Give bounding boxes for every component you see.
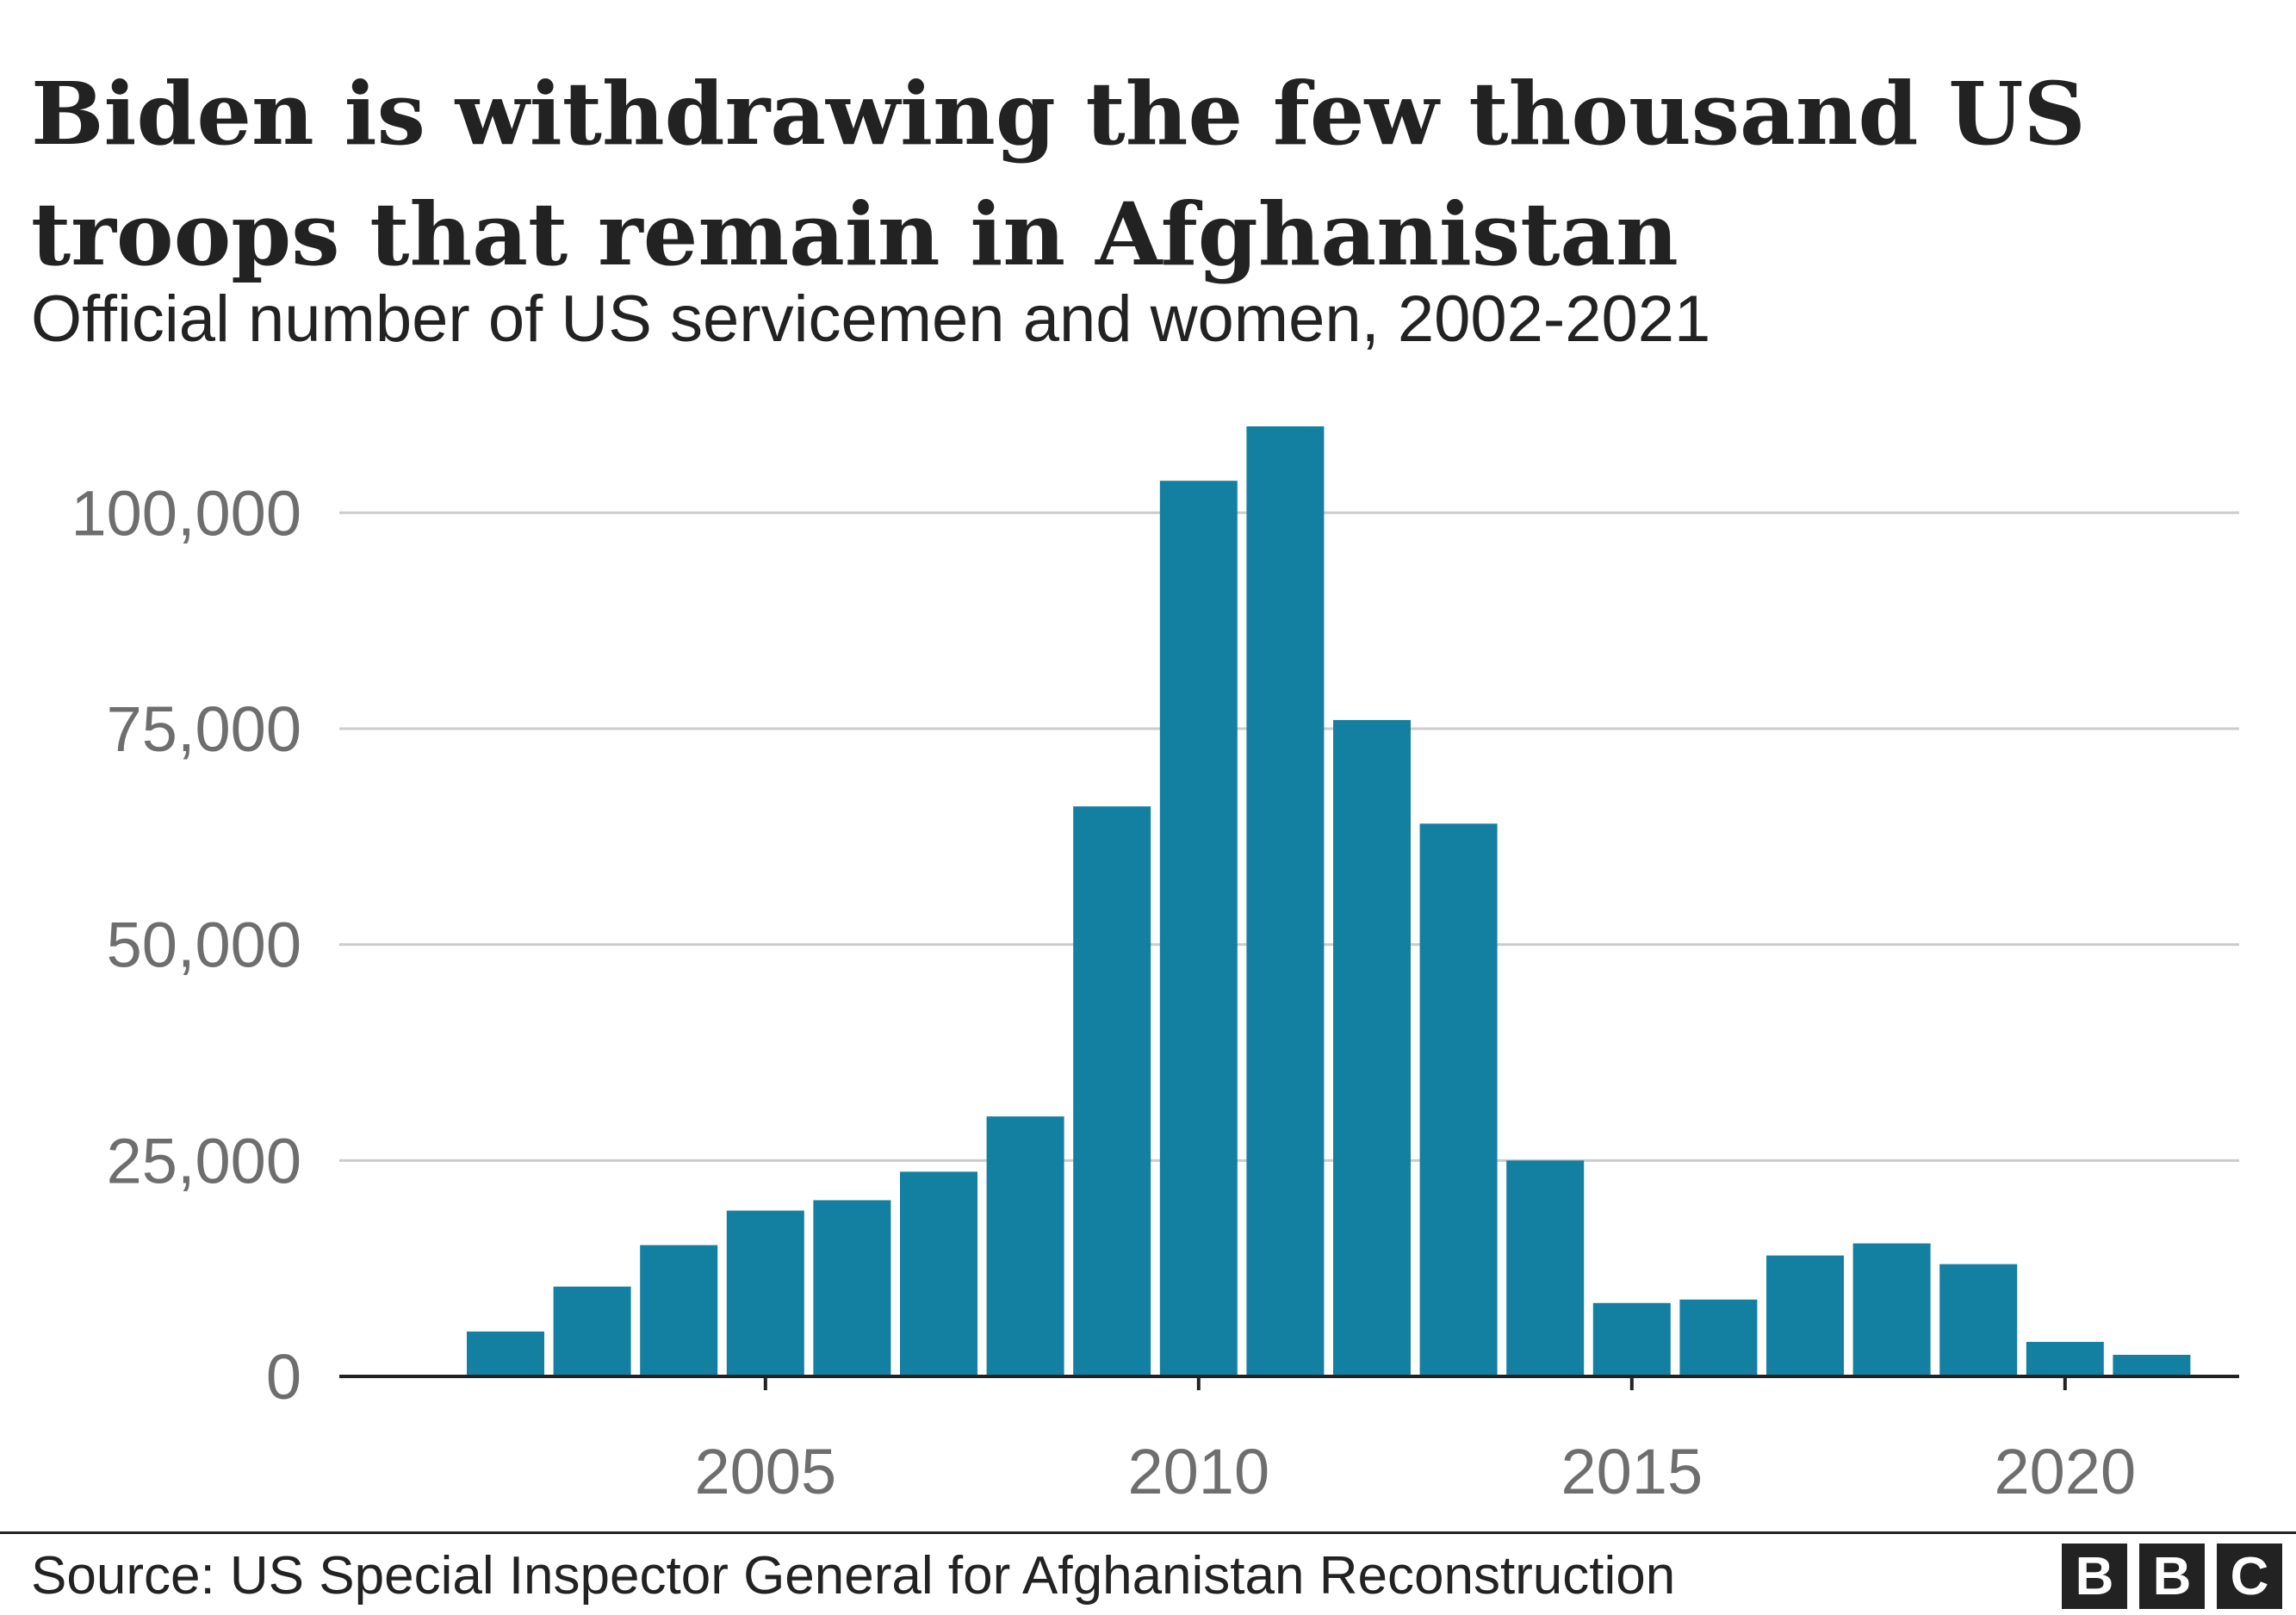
y-tick-label: 75,000 — [107, 693, 301, 765]
bar-2007 — [900, 1171, 977, 1376]
chart-title: Biden is withdrawing the few thousand US… — [31, 63, 2086, 285]
x-tick-label: 2015 — [1561, 1436, 1703, 1507]
logo-letter: B — [2139, 1544, 2205, 1609]
bar-2008 — [986, 1116, 1064, 1376]
y-tick-label: 50,000 — [107, 910, 301, 981]
footer-divider — [0, 1531, 2296, 1534]
bar-2004 — [640, 1245, 718, 1376]
bar-2016 — [1679, 1299, 1758, 1376]
bar-2010 — [1159, 481, 1238, 1376]
bar-2011 — [1246, 426, 1325, 1376]
bar-2021 — [2113, 1354, 2191, 1376]
bar-2013 — [1419, 823, 1498, 1376]
bar-2018 — [1852, 1243, 1931, 1376]
bar-2015 — [1592, 1302, 1671, 1376]
bar-2014 — [1506, 1160, 1585, 1376]
x-tick-label: 2020 — [1994, 1436, 2136, 1507]
bar-2012 — [1333, 719, 1411, 1376]
y-tick-label: 25,000 — [107, 1125, 301, 1196]
logo-letter: C — [2217, 1544, 2282, 1609]
x-tick-label: 2010 — [1127, 1436, 1269, 1507]
source-note: Source: US Special Inspector General for… — [31, 1546, 1676, 1606]
bar-2020 — [2026, 1341, 2104, 1376]
x-tick-label: 2005 — [694, 1436, 836, 1507]
bbc-logo: B B C — [2062, 1544, 2282, 1609]
bar-2009 — [1073, 806, 1151, 1376]
chart-subtitle: Official number of US servicemen and wom… — [31, 283, 1711, 356]
x-axis-ticks: 2005 2010 2015 2020 — [694, 1376, 2136, 1507]
bar-2006 — [813, 1200, 891, 1376]
bars — [467, 426, 2191, 1376]
logo-letter: B — [2062, 1544, 2127, 1609]
y-axis-ticks: 0 25,000 50,000 75,000 100,000 — [71, 477, 302, 1413]
bar-2002 — [467, 1331, 544, 1376]
bar-2019 — [1939, 1264, 2018, 1376]
bar-2003 — [553, 1286, 631, 1376]
y-tick-label: 100,000 — [71, 477, 302, 549]
bar-2017 — [1766, 1255, 1844, 1376]
bar-2005 — [726, 1210, 804, 1376]
y-tick-label: 0 — [266, 1341, 301, 1413]
